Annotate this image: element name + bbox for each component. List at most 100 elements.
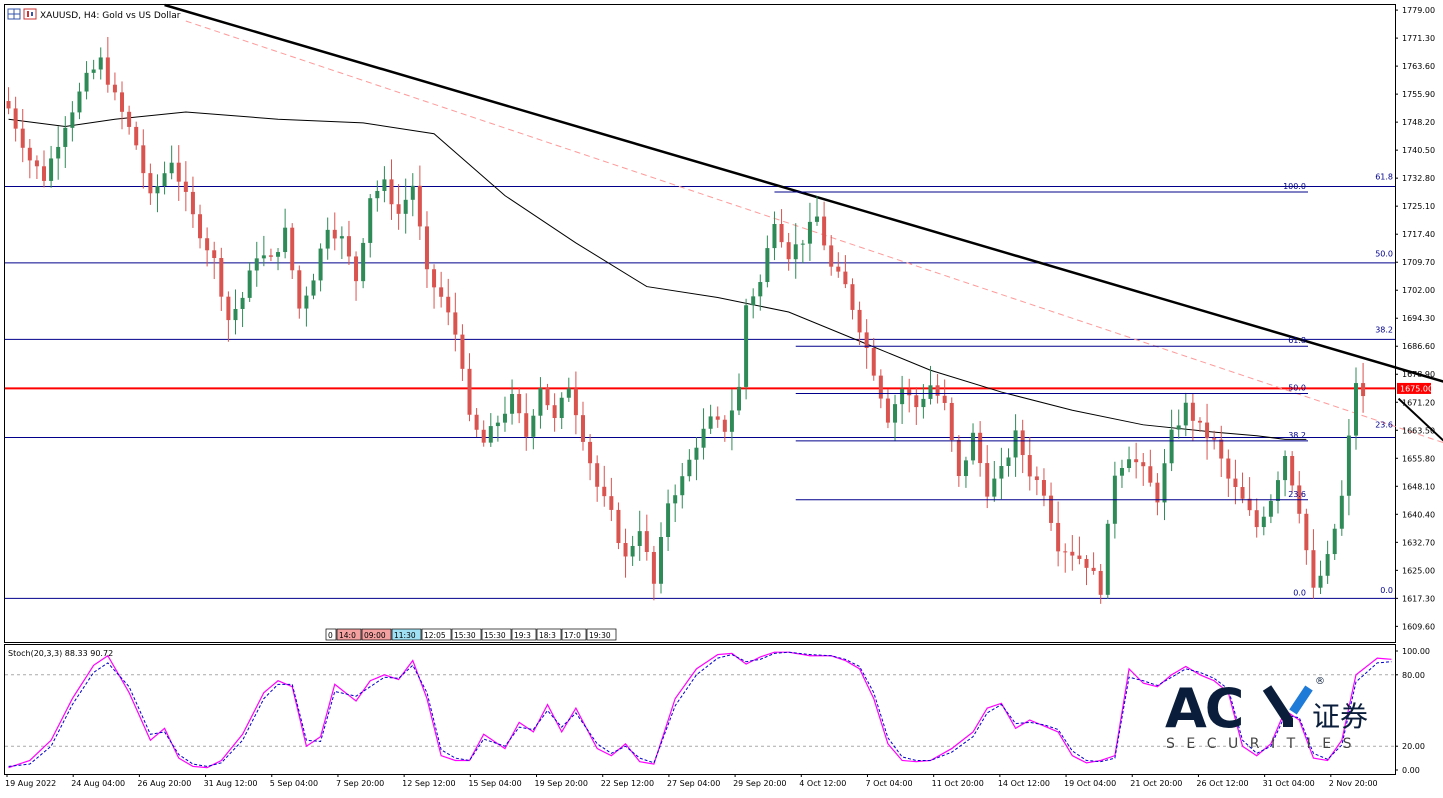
candle-134 xyxy=(956,435,961,487)
stoch-signal-line xyxy=(8,651,1392,767)
candle-94 xyxy=(673,484,678,523)
y-tick-label: 1732.80 xyxy=(1402,174,1435,183)
x-tick-label: 19 Oct 04:00 xyxy=(1064,779,1116,788)
candle-body xyxy=(1077,555,1082,559)
candle-138 xyxy=(985,445,990,509)
y-tick-label: 1702.00 xyxy=(1402,286,1435,295)
candle-38 xyxy=(276,248,281,271)
candle-85 xyxy=(609,477,614,522)
candle-155 xyxy=(1105,519,1110,599)
candle-157 xyxy=(1119,459,1124,488)
candle-8 xyxy=(63,116,68,168)
candle-body xyxy=(332,229,337,239)
candle-body xyxy=(460,334,465,369)
candle-49 xyxy=(354,251,359,301)
candle-body xyxy=(559,397,564,419)
candle-body xyxy=(758,282,763,297)
chart-grid-icon[interactable] xyxy=(7,8,21,20)
time-box-3: 11:30 xyxy=(391,628,422,641)
stoch-title: Stoch(20,3,3) 88.33 90.72 xyxy=(8,649,113,658)
candle-body xyxy=(410,185,415,200)
candle-body xyxy=(155,185,160,194)
candle-44 xyxy=(318,243,323,292)
x-tick-label: 7 Oct 04:00 xyxy=(865,779,912,788)
candle-body xyxy=(304,295,309,309)
candle-108 xyxy=(772,211,777,261)
candle-191 xyxy=(1361,362,1366,413)
candle-body xyxy=(453,312,458,335)
candle-100 xyxy=(715,406,720,428)
candle-body xyxy=(1212,438,1217,440)
candle-body xyxy=(999,466,1004,479)
candle-31 xyxy=(226,291,231,342)
candle-body xyxy=(212,250,217,259)
candle-body xyxy=(843,271,848,285)
candle-187 xyxy=(1332,523,1337,560)
candle-152 xyxy=(1084,555,1089,586)
candle-12 xyxy=(91,59,96,80)
candle-body xyxy=(98,57,103,70)
candle-body xyxy=(27,147,32,161)
candle-41 xyxy=(297,265,302,319)
candle-body xyxy=(588,441,593,464)
candle-body xyxy=(666,503,671,538)
candle-151 xyxy=(1077,536,1082,565)
candle-body xyxy=(1070,551,1075,556)
candle-20 xyxy=(148,163,153,205)
candle-body xyxy=(1169,429,1174,464)
candle-body xyxy=(822,216,827,246)
candle-body xyxy=(77,91,82,113)
candle-78 xyxy=(559,392,564,430)
current-price-tag: 1675.00 xyxy=(1397,382,1433,394)
candle-body xyxy=(772,224,777,249)
candle-48 xyxy=(346,220,351,265)
candle-body xyxy=(276,252,281,257)
candle-body xyxy=(850,284,855,310)
time-box-label: 17:0 xyxy=(564,631,581,640)
candle-54 xyxy=(389,159,394,220)
stoch-frame xyxy=(4,644,1396,775)
candle-97 xyxy=(694,437,699,481)
candle-body xyxy=(261,255,266,259)
y-tick-label: 1755.90 xyxy=(1402,90,1435,99)
candle-body xyxy=(254,258,259,271)
candle-body xyxy=(786,242,791,260)
candle-body xyxy=(800,243,805,245)
candle-141 xyxy=(1006,448,1011,477)
candle-190 xyxy=(1353,367,1358,450)
current-price-label: 1675.00 xyxy=(1400,384,1433,393)
candle-body xyxy=(396,204,401,214)
logo-registered: ® xyxy=(1315,676,1325,687)
fib-label-38.2: 38.2 xyxy=(1288,431,1306,440)
candle-123 xyxy=(878,369,883,409)
candle-91 xyxy=(651,545,656,601)
candle-89 xyxy=(637,510,642,561)
candle-body xyxy=(715,416,720,420)
y-tick-label: 1709.70 xyxy=(1402,258,1435,267)
candle-body xyxy=(580,415,585,442)
x-tick-label: 4 Oct 12:00 xyxy=(799,779,846,788)
candle-24 xyxy=(176,145,181,201)
candle-body xyxy=(474,414,479,430)
fib-label-61.8: 61.8 xyxy=(1288,336,1306,345)
candle-60 xyxy=(432,264,437,309)
candle-body xyxy=(49,158,54,181)
candle-body xyxy=(432,269,437,288)
candle-99 xyxy=(708,404,713,434)
candle-body xyxy=(1240,487,1245,499)
candle-103 xyxy=(737,373,742,416)
candle-body xyxy=(502,413,507,423)
candle-115 xyxy=(822,201,827,251)
candle-body xyxy=(517,394,522,414)
candle-body xyxy=(793,244,798,260)
chart-type-icon[interactable] xyxy=(23,8,37,20)
candle-145 xyxy=(1034,466,1039,496)
acy-securities-logo: AC ® 证券 SECURITIES xyxy=(1165,676,1368,752)
candle-body xyxy=(1063,551,1068,553)
right-fib-label-23.6: 23.6 xyxy=(1375,420,1393,429)
x-tick-label: 29 Sep 20:00 xyxy=(733,779,786,788)
candle-107 xyxy=(765,235,770,288)
candle-body xyxy=(169,162,174,174)
candle-66 xyxy=(474,408,479,438)
